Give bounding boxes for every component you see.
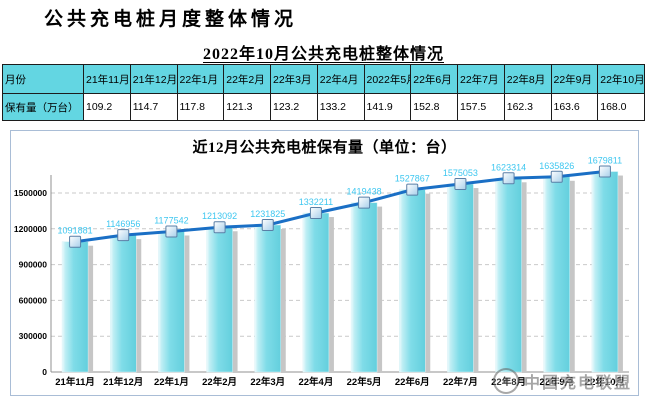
y-tick-label: 0 [42, 367, 47, 377]
bar-shadow [377, 206, 383, 372]
y-tick-label: 900000 [19, 260, 48, 270]
x-tick-label: 21年12月 [103, 376, 143, 388]
table-cell: 123.2 [270, 93, 318, 121]
bar-shadow [328, 217, 334, 372]
x-tick-label: 22年4月 [298, 376, 333, 388]
line-marker [213, 221, 226, 234]
bar [302, 212, 330, 373]
table-cell: 114.7 [129, 93, 178, 121]
x-tick-label: 22年6月 [395, 376, 430, 388]
line-marker [69, 235, 82, 248]
bar [350, 202, 378, 373]
table-cell: 168.0 [597, 93, 645, 121]
bar-shadow [88, 245, 94, 372]
line-marker [406, 183, 419, 196]
table-col-header: 21年12月 [129, 64, 178, 94]
table-cell: 163.6 [550, 93, 599, 121]
line-marker [550, 170, 563, 183]
monthly-holdings-table: 月份 21年11月 21年12月 22年1月 22年2月 22年3月 22年4月 2022年5… [2, 64, 645, 121]
line-marker [165, 225, 178, 238]
data-label: 1091881 [58, 226, 93, 236]
table-col-header: 22年7月 [457, 64, 505, 94]
bar [495, 178, 522, 373]
bar-shadow [232, 231, 238, 372]
table-col-header: 22年10月 [597, 64, 645, 94]
bar-shadow [473, 188, 479, 372]
data-label: 1146956 [106, 219, 140, 229]
bar-shadow [184, 235, 190, 372]
line-marker [117, 229, 130, 242]
trend-line [74, 170, 606, 244]
line-marker [502, 172, 515, 185]
y-tick-label: 1200000 [14, 224, 47, 234]
x-tick-label: 22年7月 [443, 376, 478, 388]
table-cell: 133.2 [316, 93, 365, 121]
bar-shadow [521, 182, 527, 372]
table-cell: 117.8 [176, 93, 225, 121]
data-label: 1679811 [588, 157, 622, 166]
data-label: 1419438 [347, 187, 382, 197]
y-tick-label: 600000 [19, 295, 48, 305]
data-label: 1231825 [250, 209, 285, 219]
x-tick-label: 22年8月 [491, 376, 526, 388]
x-tick-label: 21年11月 [55, 376, 95, 388]
table-col-header: 22年1月 [176, 64, 225, 94]
x-tick-label: 22年3月 [250, 376, 285, 388]
table-col-header: 22年9月 [550, 64, 599, 94]
table-col-header: 22年2月 [223, 64, 271, 94]
bar-shadow [425, 193, 431, 372]
bar [254, 224, 281, 373]
x-tick-label: 22年10月 [585, 376, 625, 388]
bar [591, 171, 619, 373]
x-tick-label: 22年1月 [154, 376, 189, 388]
bar-shadow [280, 229, 286, 372]
table-cell: 121.3 [223, 93, 271, 121]
bar-line-chart: 0 300000 600000 900000 1200000 1500000 21年11月 2… [14, 157, 629, 388]
line-marker [358, 196, 371, 209]
bar-shadow [617, 175, 623, 372]
table-col-header: 22年8月 [503, 64, 552, 94]
table-corner-header: 月份 [2, 64, 84, 94]
table-col-header: 22年4月 [316, 64, 365, 94]
data-label: 1635826 [539, 161, 574, 171]
table-cell: 157.5 [457, 93, 505, 121]
subtitle: 2022年10月公共充电桩整体情况 [202, 46, 444, 63]
y-tick-label: 300000 [19, 331, 48, 341]
x-tick-label: 22年5月 [347, 376, 382, 388]
table-row-header: 保有量（万台） [2, 93, 84, 121]
line-marker [454, 178, 467, 191]
table-cell: 141.9 [363, 93, 412, 121]
bar-shadow [569, 180, 575, 372]
table-cell: 162.3 [503, 93, 552, 121]
line-marker [309, 207, 322, 220]
table-col-header: 22年6月 [410, 64, 458, 94]
data-label: 1527867 [395, 174, 430, 184]
y-tick-label: 1500000 [14, 188, 47, 198]
table-cell: 152.8 [410, 93, 458, 121]
x-tick-label: 22年2月 [202, 376, 237, 388]
data-label: 1623314 [491, 162, 526, 172]
bar [543, 176, 570, 373]
data-label: 1575053 [443, 168, 478, 178]
chart-container: 近12月公共充电桩保有量（单位：台） 0 300000 600000 900000 12… [10, 130, 639, 396]
bar [399, 189, 426, 373]
table-col-header: 22年3月 [270, 64, 318, 94]
chart-title: 近12月公共充电桩保有量（单位：台） [192, 140, 457, 156]
table-col-header: 21年11月 [83, 64, 131, 94]
line-marker [598, 165, 611, 178]
bar [61, 241, 89, 373]
main-title: 公共充电桩月度整体情况 [44, 9, 298, 30]
table-cell: 109.2 [83, 93, 131, 121]
line-marker [261, 219, 274, 232]
data-label: 1332211 [299, 197, 333, 207]
data-label: 1177542 [154, 215, 188, 225]
table-col-header: 2022年5月 [363, 64, 412, 94]
bar [158, 231, 185, 373]
data-label: 1213092 [202, 211, 237, 221]
bar [447, 183, 474, 373]
bar-shadow [136, 239, 142, 372]
bar [206, 226, 233, 373]
bar [110, 234, 137, 373]
x-tick-label: 22年9月 [539, 376, 574, 388]
